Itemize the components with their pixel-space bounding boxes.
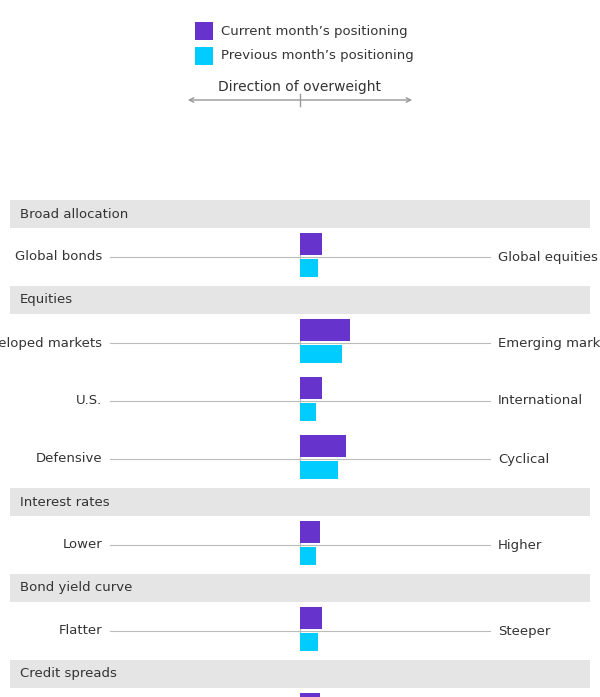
Bar — [300, 633, 318, 651]
Bar — [300, 319, 350, 341]
Bar — [10, 488, 590, 516]
Text: Higher: Higher — [498, 539, 542, 551]
Text: Bond yield curve: Bond yield curve — [20, 581, 133, 595]
Bar — [300, 693, 320, 697]
Text: Developed markets: Developed markets — [0, 337, 102, 349]
Bar — [300, 403, 316, 421]
Text: Lower: Lower — [62, 539, 102, 551]
Bar — [300, 345, 342, 363]
Text: Credit spreads: Credit spreads — [20, 668, 117, 680]
Text: Defensive: Defensive — [35, 452, 102, 466]
Bar — [300, 521, 320, 543]
Text: Interest rates: Interest rates — [20, 496, 110, 509]
Bar — [10, 574, 590, 602]
Bar — [195, 22, 213, 40]
Text: International: International — [498, 395, 583, 408]
Bar — [300, 259, 318, 277]
Text: Steeper: Steeper — [498, 625, 550, 638]
Text: Broad allocation: Broad allocation — [20, 208, 128, 220]
Text: Cyclical: Cyclical — [498, 452, 549, 466]
Text: Flatter: Flatter — [58, 625, 102, 638]
Bar — [10, 660, 590, 688]
Text: Direction of overweight: Direction of overweight — [218, 80, 382, 94]
Bar — [10, 200, 590, 228]
Bar — [300, 377, 322, 399]
Bar — [300, 547, 316, 565]
Bar — [195, 47, 213, 65]
Text: Equities: Equities — [20, 293, 73, 307]
Bar — [300, 461, 338, 479]
Bar — [10, 286, 590, 314]
Bar — [300, 233, 322, 255]
Text: U.S.: U.S. — [76, 395, 102, 408]
Bar — [300, 607, 322, 629]
Text: Global equities: Global equities — [498, 250, 598, 263]
Text: Global bonds: Global bonds — [15, 250, 102, 263]
Text: Previous month’s positioning: Previous month’s positioning — [221, 49, 414, 63]
Bar — [300, 435, 346, 457]
Text: Current month’s positioning: Current month’s positioning — [221, 24, 407, 38]
Text: Emerging markets: Emerging markets — [498, 337, 600, 349]
